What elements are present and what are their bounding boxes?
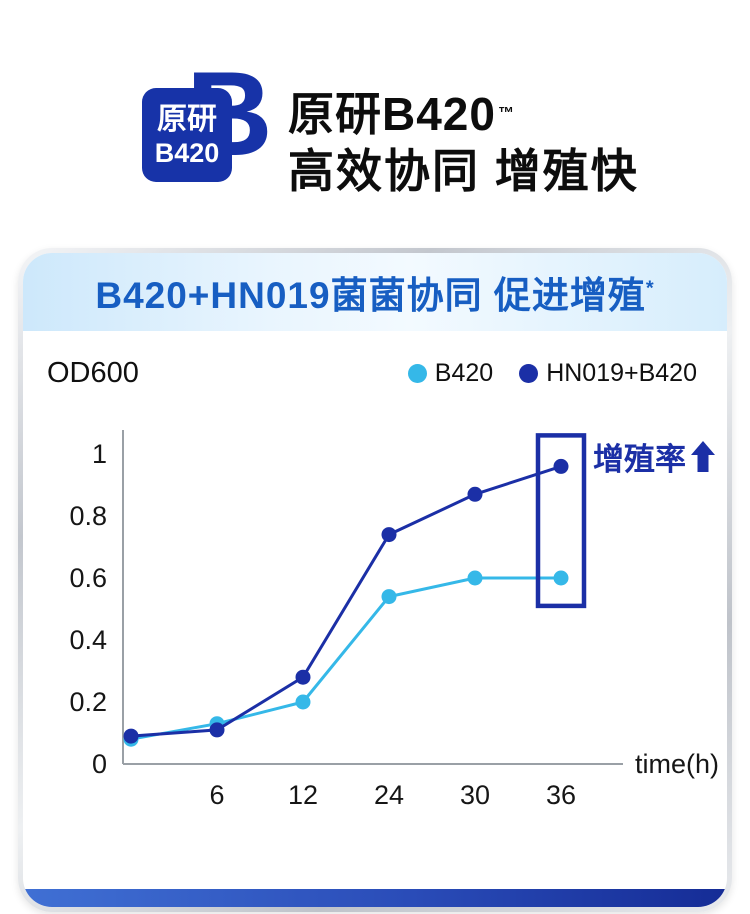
banner-asterisk: *: [645, 277, 655, 300]
x-tick-label: 12: [288, 780, 318, 810]
data-point: [381, 589, 397, 605]
legend-label: B420: [434, 359, 494, 387]
title-text: 原研B420: [288, 88, 496, 140]
y-tick-label: 0: [92, 749, 107, 779]
page-title-line2: 高效协同 增殖快: [288, 145, 639, 197]
data-point: [295, 694, 311, 710]
y-tick-label: 0.8: [69, 501, 107, 531]
card-banner: B420+HN019菌菌协同 促进增殖*: [23, 253, 727, 331]
legend-item: HN019+B420: [519, 359, 697, 388]
legend-dot-icon: [519, 364, 539, 383]
x-tick-label: 36: [546, 780, 576, 810]
growth-annotation-label: 增殖率: [593, 442, 686, 477]
x-axis-title: time(h): [635, 749, 719, 779]
title-trademark-icon: ™: [497, 105, 515, 122]
data-point: [467, 486, 483, 502]
chart-card-inner: B420+HN019菌菌协同 促进增殖* OD600 B420 HN019+B42…: [23, 253, 727, 907]
series-line: [130, 576, 561, 741]
chart-legend: B420 HN019+B420: [407, 359, 697, 388]
legend-label: HN019+B420: [546, 359, 697, 387]
y-tick-label: 0.4: [69, 625, 107, 655]
data-point: [295, 669, 311, 685]
brand-logo: B ™ 原研 B420: [142, 54, 273, 184]
brand-badge: 原研 B420: [142, 88, 232, 182]
brand-badge-line2: B420: [154, 138, 220, 168]
card-banner-title: B420+HN019菌菌协同 促进增殖*: [95, 265, 654, 319]
data-point: [553, 458, 569, 474]
banner-text: B420+HN019菌菌协同 促进增殖: [95, 275, 646, 316]
x-tick-label: 6: [209, 780, 224, 810]
series-line: [130, 464, 562, 738]
y-axis-label: OD600: [47, 357, 139, 389]
y-tick-label: 0.2: [69, 687, 107, 717]
data-point: [123, 728, 139, 744]
x-tick-label: 30: [460, 780, 490, 810]
chart-header: OD600 B420 HN019+B420: [47, 357, 697, 390]
growth-annotation: 增殖率: [593, 434, 715, 479]
brand-badge-line1: 原研: [157, 103, 217, 136]
data-point: [381, 527, 397, 543]
growth-chart-svg: 0 0.2 0.4 0.6 0.8 1 6 12 24 30 36 time(h): [69, 430, 719, 810]
card-bottom-strip: [23, 889, 727, 907]
page-title-line1: 原研B420 ™: [288, 88, 639, 140]
chart-card: B420+HN019菌菌协同 促进增殖* OD600 B420 HN019+B42…: [18, 248, 732, 912]
legend-item: B420: [407, 359, 494, 388]
brand-trademark-icon: ™: [242, 74, 255, 89]
data-point: [209, 722, 225, 738]
page-title: 原研B420 ™ 高效协同 增殖快: [288, 88, 639, 197]
y-tick-label: 1: [92, 439, 107, 469]
data-point: [467, 570, 483, 586]
chart-area: 0 0.2 0.4 0.6 0.8 1 6 12 24 30 36 time(h) 增殖率: [23, 394, 727, 824]
y-tick-label: 0.6: [69, 563, 107, 593]
x-tick-label: 24: [374, 780, 404, 810]
arrow-up-icon: [691, 441, 715, 472]
legend-dot-icon: [407, 364, 427, 383]
highlight-box: [535, 433, 587, 609]
data-point: [553, 570, 569, 586]
